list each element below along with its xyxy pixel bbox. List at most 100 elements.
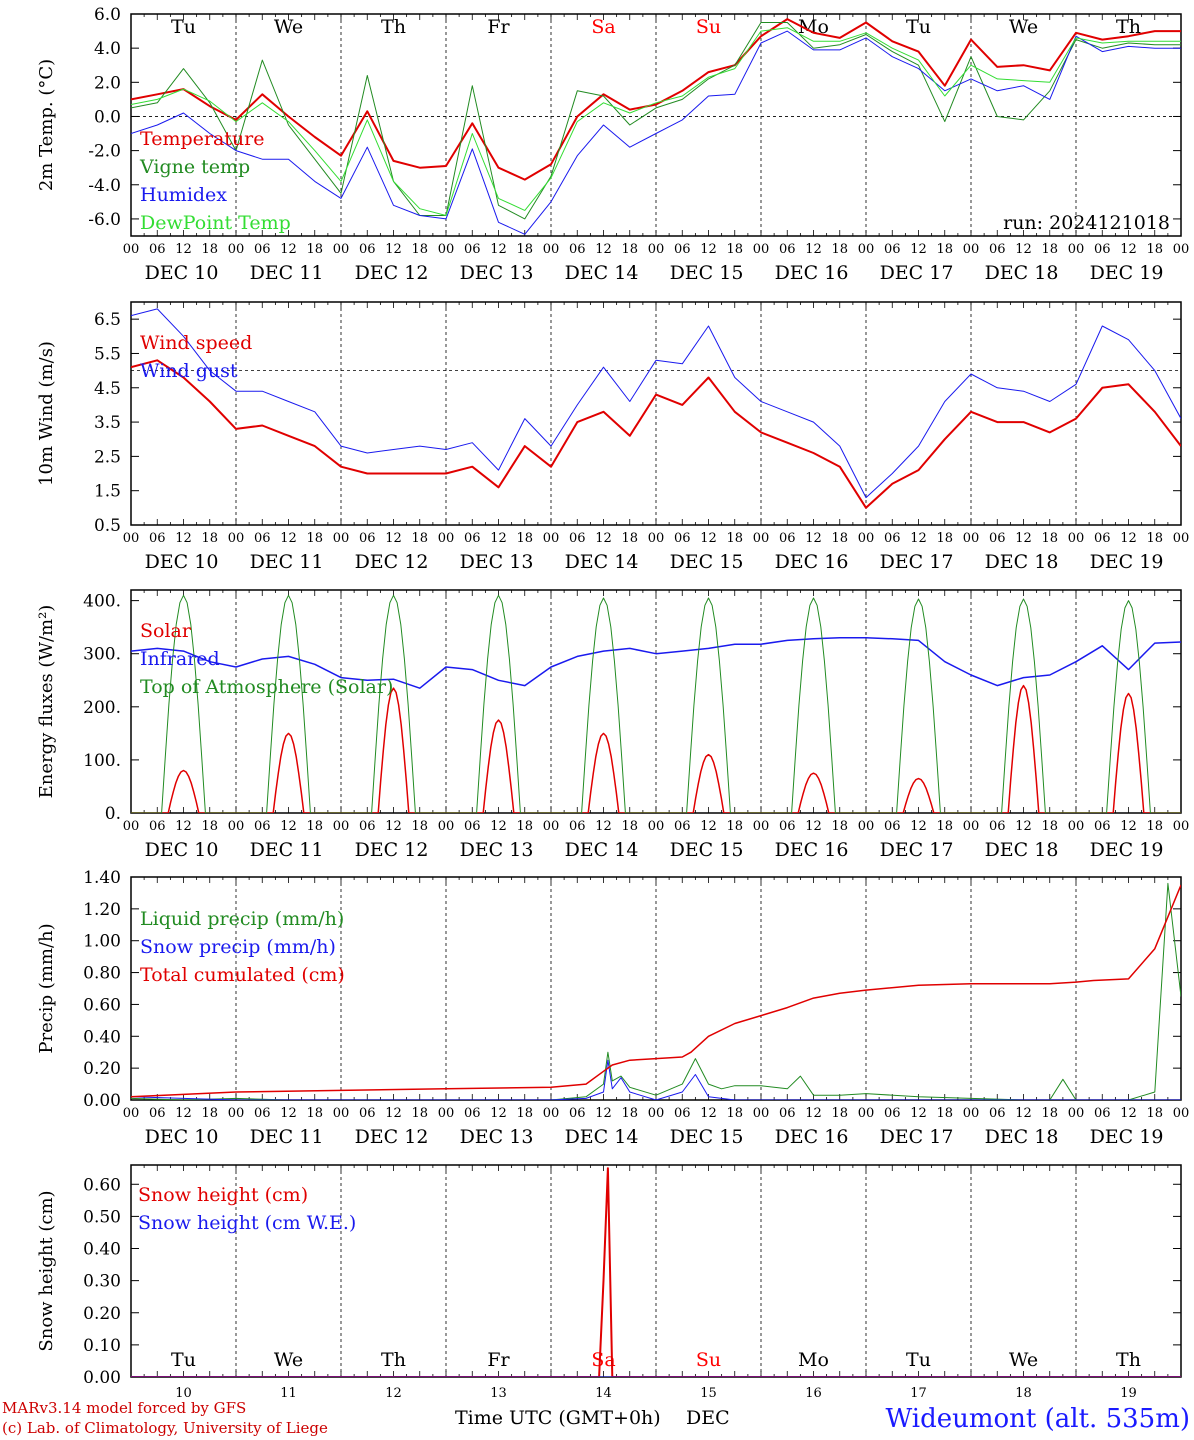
hour-tick-label: 12	[805, 819, 822, 834]
y-tick-label: 0.30	[83, 1272, 121, 1292]
series-group	[131, 594, 1181, 813]
hour-tick-label: 00	[1068, 242, 1085, 257]
legend-entry: Top of Atmosphere (Solar)	[140, 676, 393, 698]
hour-tick-label: 06	[149, 531, 166, 546]
hour-tick-label: 00	[858, 819, 875, 834]
hour-tick-label: 12	[1120, 242, 1137, 257]
hour-tick-label: 00	[333, 242, 350, 257]
y-tick-label: 1.20	[83, 900, 121, 920]
series-line	[131, 684, 1181, 813]
date-label: DEC 13	[460, 839, 534, 861]
hour-tick-label: 18	[306, 531, 323, 546]
date-label: DEC 12	[355, 839, 429, 861]
day-abbr: Tu	[171, 1349, 196, 1371]
hour-tick-label: 00	[858, 1106, 875, 1121]
y-tick-label: 0.20	[83, 1304, 121, 1324]
y-tick-label: 3.5	[94, 413, 121, 433]
hour-tick-label: 12	[700, 819, 717, 834]
hour-tick-label: 12	[175, 242, 192, 257]
hour-tick-label: 06	[149, 242, 166, 257]
date-label: DEC 17	[880, 262, 954, 284]
hour-tick-label: 12	[910, 531, 927, 546]
day-abbr: Th	[1116, 1349, 1141, 1371]
hour-tick-label: 06	[884, 819, 901, 834]
hour-tick-label: 00	[753, 819, 770, 834]
hour-tick-label: 12	[805, 242, 822, 257]
panel-3: 0. 100. 200. 300. 400. Energy fluxes (W/m²) 00…	[36, 589, 1189, 861]
hour-tick-label: 18	[726, 1106, 743, 1121]
hour-tick-label: 12	[595, 531, 612, 546]
series-line	[131, 1059, 1181, 1100]
day-abbr: Sa	[591, 16, 615, 38]
hour-tick-label: 12	[910, 242, 927, 257]
hour-tick-label: 18	[411, 531, 428, 546]
day-abbr: Tu	[906, 1349, 931, 1371]
series-line	[131, 882, 1181, 1100]
hour-tick-label: 18	[936, 531, 953, 546]
date-number: 18	[1015, 1386, 1032, 1401]
y-tick-label: 0.5	[94, 516, 121, 536]
legend-entry: DewPoint Temp	[140, 212, 291, 234]
hour-tick-label: 00	[1068, 1106, 1085, 1121]
date-label: DEC 16	[775, 1126, 849, 1148]
hour-tick-label: 06	[674, 819, 691, 834]
hour-tick-label: 06	[1094, 531, 1111, 546]
hour-tick-label: 06	[359, 1106, 376, 1121]
hour-tick-label: 18	[621, 531, 638, 546]
date-label: DEC 18	[985, 1126, 1059, 1148]
hour-tick-label: 18	[621, 1106, 638, 1121]
date-number: 13	[490, 1386, 507, 1401]
hour-tick-label: 00	[228, 819, 245, 834]
day-abbr: Mo	[798, 16, 829, 38]
y-tick-label: 0.40	[83, 1240, 121, 1260]
hour-tick-label: 00	[333, 531, 350, 546]
hour-tick-label: 18	[201, 819, 218, 834]
hour-tick-label: 06	[569, 531, 586, 546]
hour-tick-label: 06	[464, 531, 481, 546]
hour-tick-label: 06	[884, 1106, 901, 1121]
hour-tick-label: 18	[201, 1106, 218, 1121]
series-line	[131, 30, 1181, 235]
hour-tick-label: 06	[359, 242, 376, 257]
y-tick-label: 4.5	[94, 379, 121, 399]
y-tick-label: 2.5	[94, 447, 121, 467]
hour-tick-label: 18	[516, 1106, 533, 1121]
y-tick-label: 0.40	[83, 1027, 121, 1047]
y-tick-label: 6.0	[94, 5, 121, 25]
hour-tick-label: 06	[254, 242, 271, 257]
date-label: DEC 13	[460, 1126, 534, 1148]
hour-tick-label: 00	[753, 1106, 770, 1121]
x-axis-unit: DEC	[686, 1407, 730, 1429]
date-label: DEC 14	[565, 551, 639, 573]
hour-tick-label: 00	[1173, 242, 1190, 257]
hour-tick-label: 12	[175, 531, 192, 546]
hour-tick-label: 18	[621, 242, 638, 257]
hour-tick-label: 00	[438, 1106, 455, 1121]
hour-tick-label: 06	[464, 242, 481, 257]
date-label: DEC 15	[670, 551, 744, 573]
date-label: DEC 15	[670, 262, 744, 284]
date-label: DEC 12	[355, 262, 429, 284]
y-tick-label: 6.5	[94, 310, 121, 330]
date-label: DEC 18	[985, 262, 1059, 284]
hour-tick-label: 12	[1120, 819, 1137, 834]
y-tick-label: 0.10	[83, 1336, 121, 1356]
y-tick-label: 100.	[83, 751, 121, 771]
day-abbr: Fr	[487, 16, 510, 38]
legend-entry: Infrared	[140, 648, 220, 670]
hour-tick-label: 12	[175, 819, 192, 834]
date-label: DEC 11	[250, 262, 324, 284]
date-label: DEC 17	[880, 551, 954, 573]
day-abbr: Su	[696, 1349, 721, 1371]
day-abbr: We	[1009, 16, 1038, 38]
run-label: run: 2024121018	[1003, 212, 1170, 234]
hour-tick-label: 06	[359, 819, 376, 834]
hour-tick-label: 12	[805, 1106, 822, 1121]
date-label: DEC 14	[565, 839, 639, 861]
hour-tick-label: 12	[595, 242, 612, 257]
hour-tick-label: 00	[858, 242, 875, 257]
y-tick-label: -4.0	[88, 176, 121, 196]
legend-entry: Snow precip (mm/h)	[140, 936, 336, 958]
date-label: DEC 15	[670, 1126, 744, 1148]
